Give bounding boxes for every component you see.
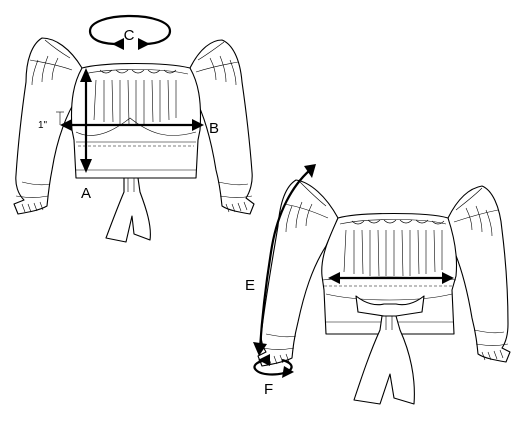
front-bow: [105, 177, 151, 243]
front-left-sleeve: [13, 37, 83, 215]
label-f: F: [264, 381, 273, 398]
measure-f: [253, 354, 294, 378]
front-view-garment: [13, 37, 255, 243]
label-c: C: [124, 27, 135, 44]
measure-e: [253, 164, 316, 356]
measure-c: [88, 14, 172, 50]
measure-b: [60, 119, 204, 131]
label-a: A: [81, 185, 91, 202]
offset-indicator: [56, 111, 64, 125]
label-b: B: [209, 120, 219, 137]
measure-a: [80, 68, 92, 173]
label-e: E: [245, 277, 255, 294]
back-tie-bow: [355, 295, 425, 317]
measure-back-waist: [328, 272, 454, 284]
front-right-sleeve: [189, 39, 255, 215]
back-view-garment: [257, 179, 511, 405]
back-tie-tail: [353, 315, 415, 405]
label-offset: 1": [38, 120, 48, 131]
back-right-sleeve: [447, 185, 511, 363]
